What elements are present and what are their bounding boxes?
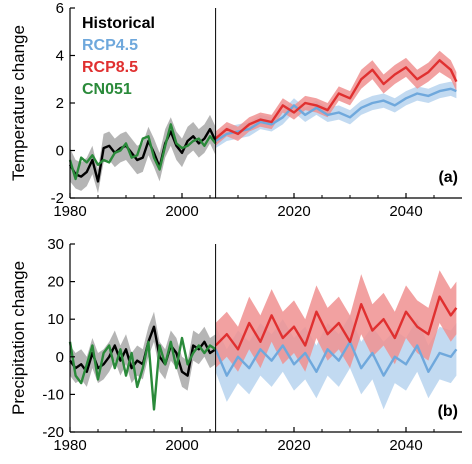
series-line-historical	[68, 127, 217, 183]
panel-label: (a)	[438, 169, 458, 186]
x-tick-label: 2000	[165, 203, 198, 220]
band-rcp45	[215, 81, 457, 149]
y-tick-label: 4	[56, 48, 64, 65]
legend-cn051: CN051	[82, 81, 132, 98]
legend-rcp45: RCP4.5	[82, 37, 138, 54]
series-line-cn051	[68, 336, 217, 411]
series-line-rcp45	[214, 340, 458, 377]
x-tick-label: 2000	[165, 437, 198, 454]
panel-a-temperature-chart: -2 0 2 4 6 1980 2000 2020 2040 Temperature change…	[9, 0, 462, 220]
y-tick-label: 6	[56, 0, 64, 17]
y-tick-label: -20	[42, 424, 64, 441]
x-tick-label: 2040	[389, 203, 422, 220]
series-line-cn051	[68, 123, 217, 181]
legend-historical: Historical	[82, 15, 155, 32]
x-tick-label: 2040	[389, 437, 422, 454]
x-tick-label: 2020	[277, 203, 310, 220]
x-tick-label: 2020	[277, 437, 310, 454]
y-tick-label: 10	[47, 311, 64, 328]
series-line-rcp45	[214, 87, 457, 143]
series-line-rcp85	[214, 295, 458, 351]
y-tick-label: 0	[56, 143, 64, 160]
y-tick-label: 20	[47, 274, 64, 291]
band-rcp85	[215, 270, 457, 372]
legend: Historical RCP4.5 RCP8.5 CN051	[82, 15, 155, 98]
y-tick-label: 2	[56, 95, 64, 112]
y-axis-label: Precipitation change	[9, 261, 28, 415]
legend-rcp85: RCP8.5	[82, 59, 138, 76]
y-tick-label: -2	[51, 190, 64, 207]
panel-label: (b)	[438, 403, 458, 420]
y-axis-label: Temperature change	[9, 25, 28, 181]
series-line-rcp85	[214, 59, 458, 140]
panel-b-precipitation-chart: -20 -10 0 10 20 30 1980 2000 2020 2040 Precipitati…	[9, 236, 462, 454]
x-tick-label: 1980	[53, 203, 86, 220]
y-tick-label: 30	[47, 236, 64, 253]
band-historical	[70, 311, 216, 391]
y-tick-label: 0	[56, 349, 64, 366]
y-tick-label: -10	[42, 386, 64, 403]
x-tick-label: 1980	[53, 437, 86, 454]
